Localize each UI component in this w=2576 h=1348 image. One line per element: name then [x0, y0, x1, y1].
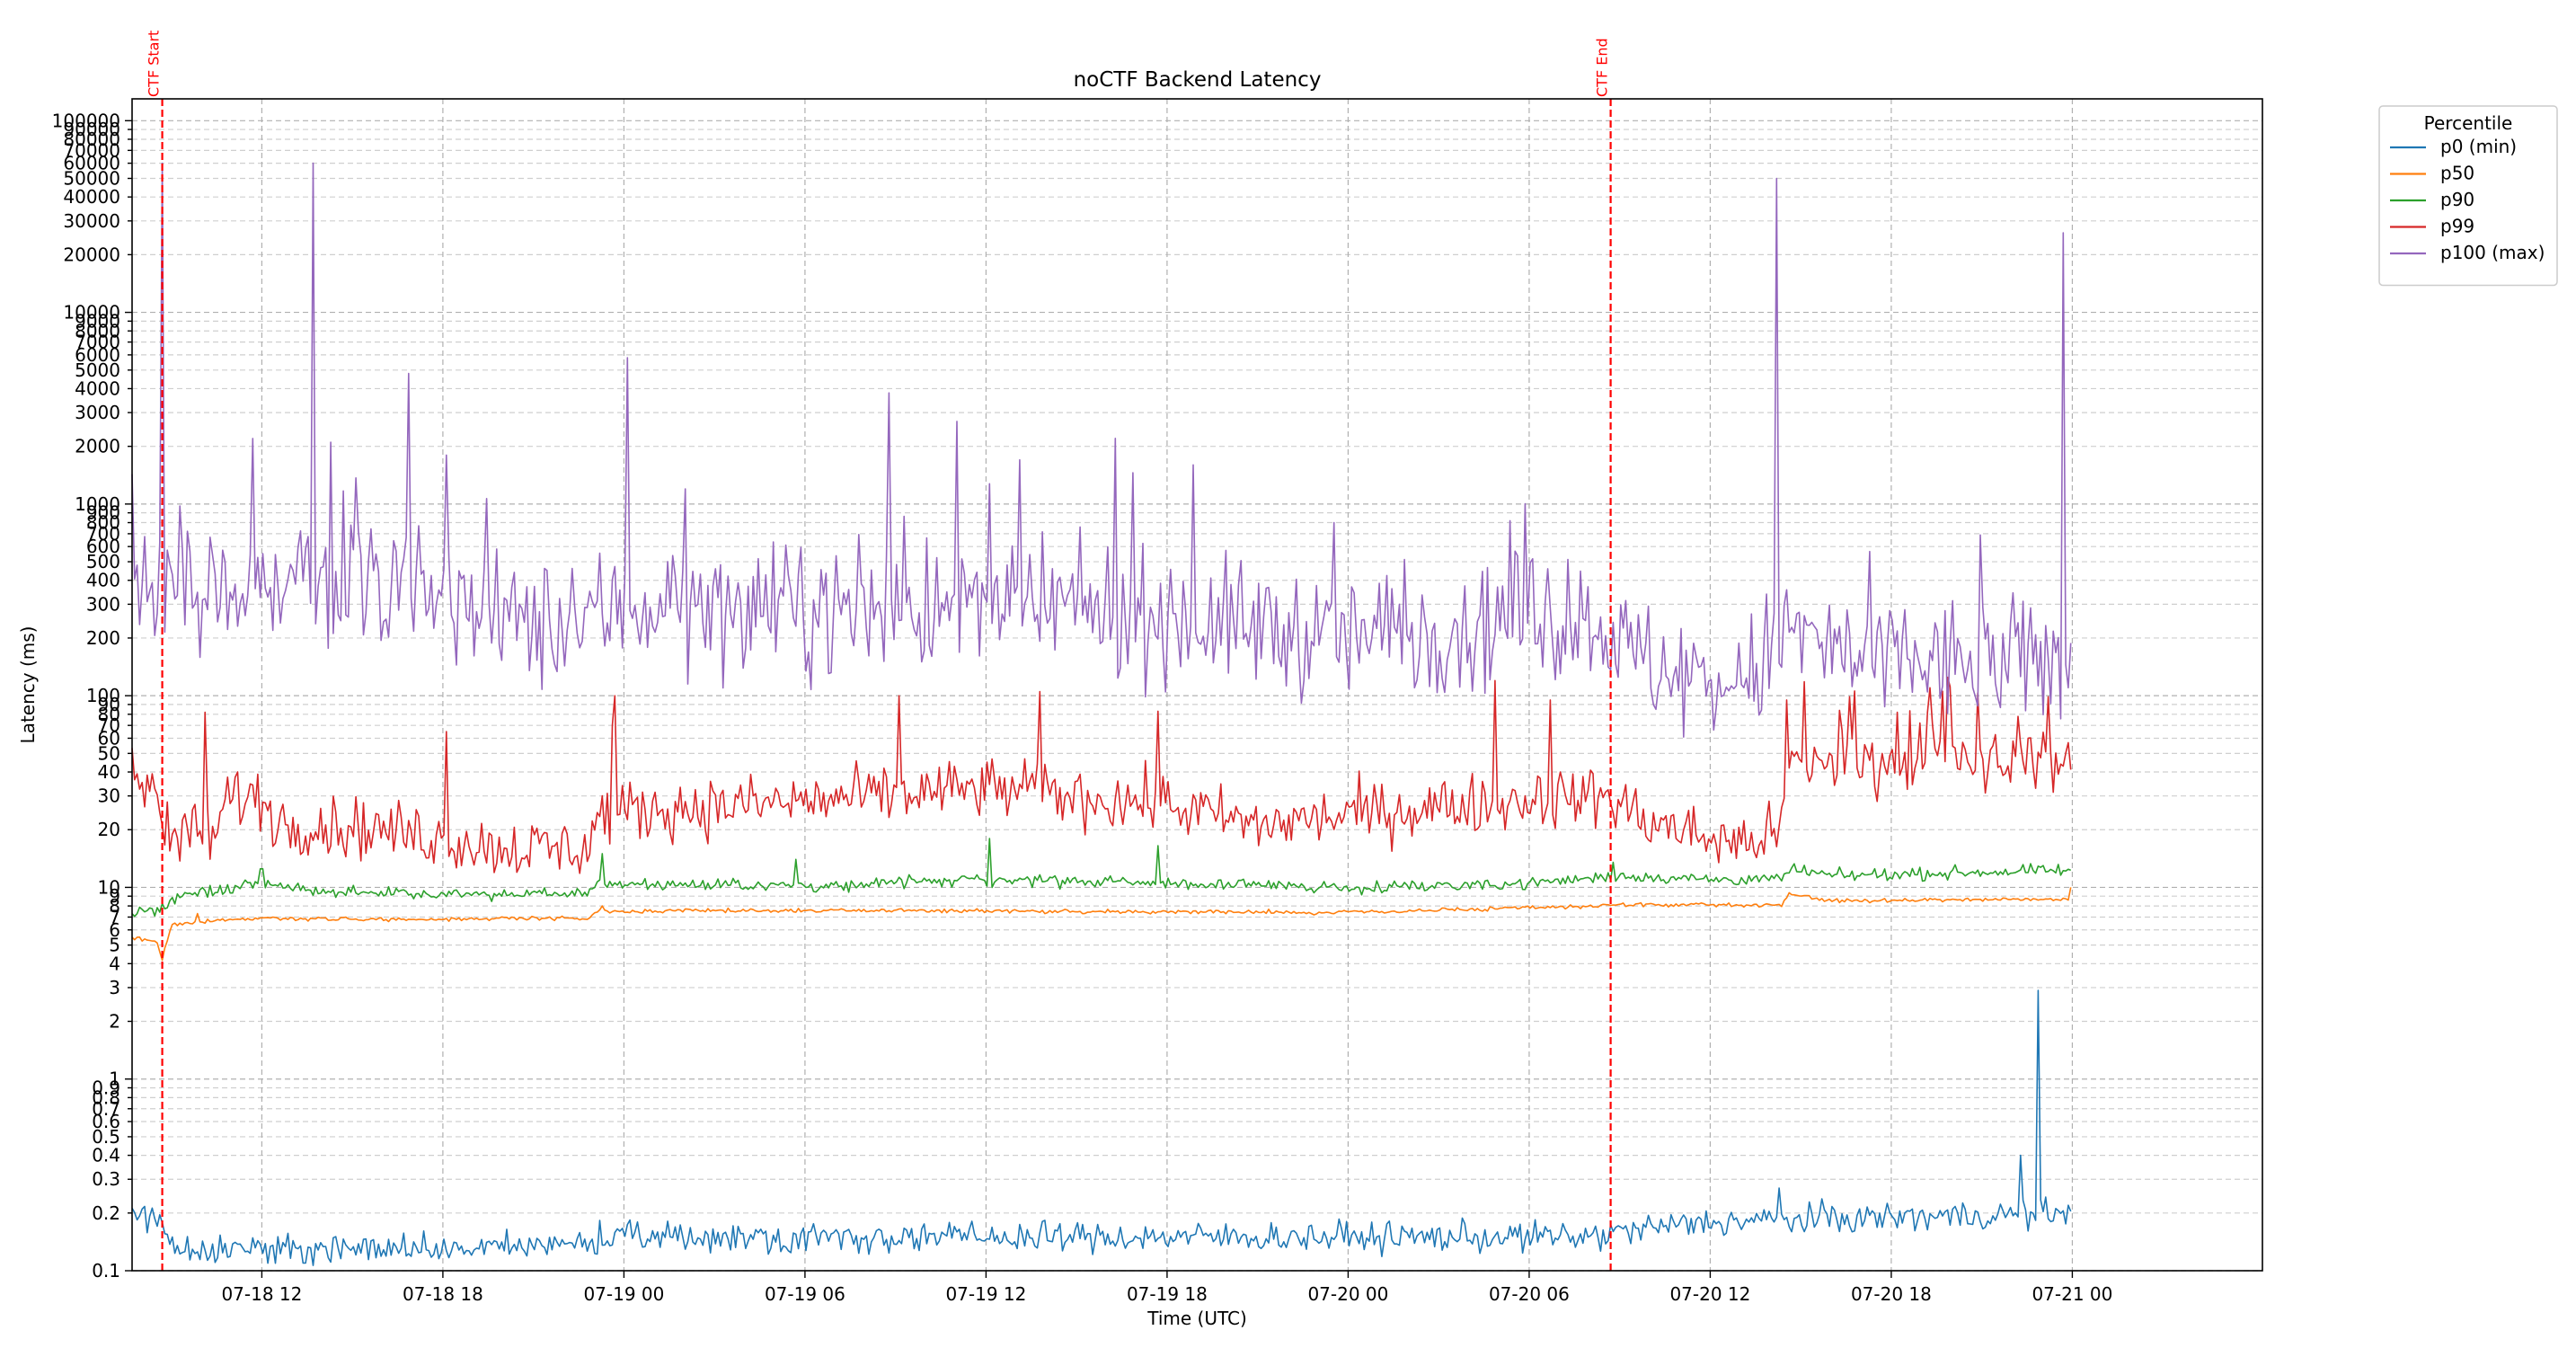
y-tick-label: 2000 [75, 436, 120, 457]
y-tick-label: 70 [98, 714, 120, 736]
legend-label: p100 (max) [2440, 242, 2545, 263]
y-tick-label: 4 [109, 953, 120, 974]
y-tick-label: 80000 [63, 129, 120, 150]
annotation-label: CTF End [1594, 38, 1611, 97]
y-tick-label: 0.4 [92, 1145, 120, 1166]
chart-title: noCTF Backend Latency [1074, 68, 1322, 92]
y-tick-label: 100 [86, 685, 120, 706]
y-tick-label: 800 [86, 512, 120, 534]
y-tick-label: 2 [109, 1011, 120, 1033]
y-tick-label: 40000 [63, 186, 120, 208]
y-tick-label: 0.9 [92, 1077, 120, 1098]
y-tick-label: 9000 [75, 310, 120, 332]
y-tick-label: 20 [98, 819, 120, 840]
plot-area-frame [131, 98, 2263, 1272]
y-tick-label: 90 [98, 694, 120, 715]
y-tick-label: 0.6 [92, 1111, 120, 1132]
series-line-p0-min- [131, 989, 2072, 1266]
y-tick-label: 200 [86, 627, 120, 649]
legend-label: p50 [2440, 163, 2474, 184]
y-tick-label: 3 [109, 977, 120, 998]
series-lines [131, 162, 2072, 1266]
y-tick-label: 10 [98, 876, 120, 898]
x-tick-label: 07-18 18 [403, 1283, 483, 1305]
y-tick-label: 1 [109, 1069, 120, 1090]
x-tick-label: 07-20 00 [1307, 1283, 1388, 1305]
y-tick-label: 3000 [75, 402, 120, 423]
annotation-label: CTF Start [146, 31, 163, 97]
x-tick-label: 07-19 00 [583, 1283, 664, 1305]
y-tick-label: 40 [98, 761, 120, 783]
x-tick-label: 07-21 00 [2032, 1283, 2112, 1305]
y-tick-label: 0.3 [92, 1168, 120, 1190]
y-tick-label: 30000 [63, 210, 120, 232]
y-tick-label: 70000 [63, 139, 120, 161]
legend-label: p0 (min) [2440, 136, 2517, 157]
legend-box [2378, 105, 2558, 287]
y-tick-label: 1000 [75, 493, 120, 515]
legend-label: p90 [2440, 189, 2474, 210]
y-tick-label: 0.8 [92, 1086, 120, 1108]
y-tick-label: 600 [86, 536, 120, 557]
series-line-p99 [131, 676, 2072, 874]
y-tick-label: 100000 [52, 110, 120, 131]
y-tick-label: 500 [86, 551, 120, 572]
y-tick-label: 50 [98, 742, 120, 764]
x-tick-label: 07-20 12 [1669, 1283, 1750, 1305]
y-tick-label: 0.7 [92, 1098, 120, 1120]
y-tick-label: 60 [98, 727, 120, 749]
y-tick-label: 400 [86, 570, 120, 591]
y-tick-label: 50000 [63, 168, 120, 190]
y-tick-label: 20000 [63, 244, 120, 265]
legend-items: p0 (min) p50 p90 p99 p100 (max) [2390, 136, 2545, 263]
x-tick-label: 07-19 12 [945, 1283, 1026, 1305]
y-tick-label: 4000 [75, 377, 120, 399]
x-tick-label: 07-20 06 [1489, 1283, 1570, 1305]
y-tick-label: 9 [109, 885, 120, 907]
y-tick-label: 0.2 [92, 1202, 120, 1224]
y-tick-label: 5 [109, 935, 120, 956]
x-axis-ticks: 07-18 12 07-18 18 07-19 00 07-19 06 07-19 12… [221, 1271, 2112, 1305]
grid-lines [132, 99, 2262, 1272]
series-line-p100-max- [131, 162, 2072, 738]
x-tick-label: 07-19 18 [1127, 1283, 1208, 1305]
y-tick-label: 7000 [75, 332, 120, 353]
y-tick-label: 7 [109, 906, 120, 927]
x-tick-label: 07-19 06 [765, 1283, 845, 1305]
series-line-p50 [131, 887, 2072, 962]
y-tick-label: 30 [98, 785, 120, 807]
y-tick-label: 0.5 [92, 1126, 120, 1148]
y-tick-label: 5000 [75, 359, 120, 381]
y-tick-label: 90000 [63, 119, 120, 140]
annotation-lines: CTF Start CTF End [146, 31, 1612, 1271]
y-tick-label: 60000 [63, 153, 120, 174]
legend-label: p99 [2440, 216, 2474, 237]
y-axis-label: Latency (ms) [17, 626, 39, 744]
y-tick-label: 80 [98, 704, 120, 725]
y-tick-label: 6000 [75, 344, 120, 366]
y-tick-label: 900 [86, 502, 120, 524]
y-tick-label: 10000 [63, 302, 120, 324]
x-tick-label: 07-20 18 [1851, 1283, 1932, 1305]
y-tick-label: 300 [86, 593, 120, 615]
y-tick-label: 700 [86, 523, 120, 545]
series-line-p90 [131, 838, 2071, 918]
x-axis-label: Time (UTC) [1146, 1308, 1247, 1329]
y-tick-label: 8 [109, 895, 120, 917]
y-tick-label: 6 [109, 919, 120, 941]
y-tick-label: 0.1 [92, 1260, 120, 1281]
y-tick-label: 8000 [75, 320, 120, 341]
legend-title: Percentile [2424, 112, 2513, 134]
x-tick-label: 07-18 12 [221, 1283, 302, 1305]
legend: Percentile p0 (min) p50 p90 p99 p100 (max) [2378, 105, 2558, 287]
